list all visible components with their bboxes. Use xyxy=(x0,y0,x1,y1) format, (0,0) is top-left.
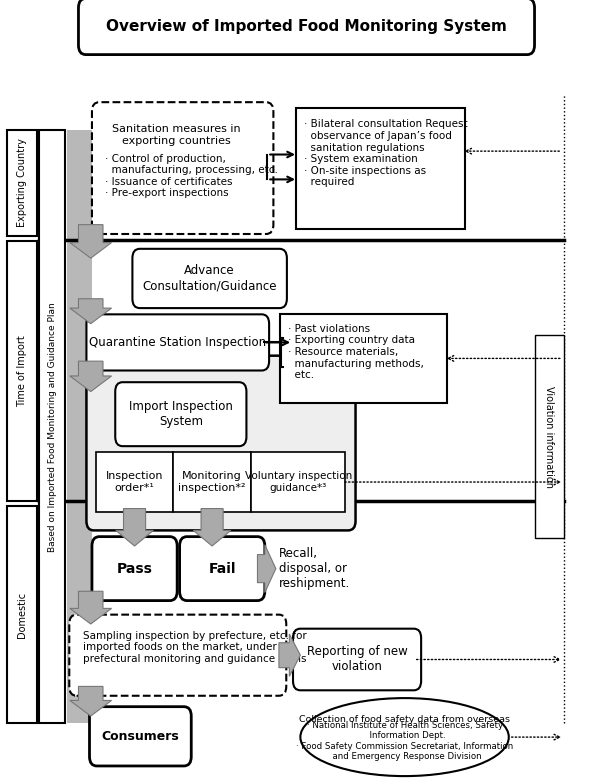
FancyBboxPatch shape xyxy=(296,108,465,229)
Text: Advance
Consultation/Guidance: Advance Consultation/Guidance xyxy=(142,264,277,292)
FancyBboxPatch shape xyxy=(132,249,287,308)
Polygon shape xyxy=(70,299,112,324)
Text: Voluntary inspection
guidance*³: Voluntary inspection guidance*³ xyxy=(245,471,352,493)
Text: Quarantine Station Inspection: Quarantine Station Inspection xyxy=(89,336,266,349)
FancyBboxPatch shape xyxy=(251,452,345,512)
FancyBboxPatch shape xyxy=(535,335,564,538)
FancyBboxPatch shape xyxy=(67,130,92,723)
FancyBboxPatch shape xyxy=(86,356,356,530)
Text: Time of Import: Time of Import xyxy=(17,335,27,406)
Text: Sampling inspection by prefecture, etc. for
imported foods on the market, under
: Sampling inspection by prefecture, etc. … xyxy=(83,631,306,664)
Polygon shape xyxy=(257,544,276,593)
FancyBboxPatch shape xyxy=(173,452,251,512)
Text: Exporting Country: Exporting Country xyxy=(17,139,27,227)
FancyBboxPatch shape xyxy=(280,314,447,403)
Text: Reporting of new
violation: Reporting of new violation xyxy=(306,646,408,673)
Text: Sanitation measures in
exporting countries: Sanitation measures in exporting countri… xyxy=(112,124,241,146)
FancyBboxPatch shape xyxy=(69,615,286,696)
Text: · Past violations
· Exporting country data
· Resource materials,
  manufacturing: · Past violations · Exporting country da… xyxy=(288,324,424,380)
Polygon shape xyxy=(279,634,300,676)
Polygon shape xyxy=(116,509,153,546)
Text: Recall,
disposal, or
reshipment.: Recall, disposal, or reshipment. xyxy=(279,547,350,590)
Text: Overview of Imported Food Monitoring System: Overview of Imported Food Monitoring Sys… xyxy=(106,19,507,34)
FancyBboxPatch shape xyxy=(92,102,273,234)
Text: Monitoring
inspection*²: Monitoring inspection*² xyxy=(178,471,246,493)
FancyBboxPatch shape xyxy=(115,382,246,446)
Polygon shape xyxy=(70,361,112,392)
Text: Domestic: Domestic xyxy=(17,591,27,638)
FancyBboxPatch shape xyxy=(89,707,191,766)
FancyBboxPatch shape xyxy=(7,506,37,723)
Text: · National Institute of Health Sciences, Safety
  Information Dept.
· Food Safet: · National Institute of Health Sciences,… xyxy=(296,721,513,761)
Text: · Bilateral consultation Request
  observance of Japan’s food
  sanitation regul: · Bilateral consultation Request observa… xyxy=(304,119,468,187)
FancyBboxPatch shape xyxy=(86,314,269,370)
Text: Inspection
order*¹: Inspection order*¹ xyxy=(106,471,163,493)
Text: Violation information: Violation information xyxy=(544,386,554,488)
FancyBboxPatch shape xyxy=(78,0,535,55)
Text: · Control of production,
  manufacturing, processing, etc.
· Issuance of certifi: · Control of production, manufacturing, … xyxy=(105,154,278,198)
Polygon shape xyxy=(70,591,112,624)
FancyBboxPatch shape xyxy=(96,452,173,512)
Text: Consumers: Consumers xyxy=(102,730,179,743)
FancyBboxPatch shape xyxy=(293,629,421,690)
Text: Fail: Fail xyxy=(208,562,236,576)
Polygon shape xyxy=(70,686,112,716)
Polygon shape xyxy=(193,509,231,546)
Polygon shape xyxy=(70,225,112,258)
FancyBboxPatch shape xyxy=(39,130,65,723)
Text: Import Inspection
System: Import Inspection System xyxy=(129,400,233,428)
FancyBboxPatch shape xyxy=(180,537,265,601)
FancyBboxPatch shape xyxy=(92,537,177,601)
FancyBboxPatch shape xyxy=(7,130,37,236)
FancyBboxPatch shape xyxy=(7,241,37,501)
Text: Based on Imported Food Monitoring and Guidance Plan: Based on Imported Food Monitoring and Gu… xyxy=(48,302,56,551)
Ellipse shape xyxy=(300,698,509,776)
Text: Collection of food safety data from overseas: Collection of food safety data from over… xyxy=(299,715,510,725)
Text: Pass: Pass xyxy=(116,562,153,576)
